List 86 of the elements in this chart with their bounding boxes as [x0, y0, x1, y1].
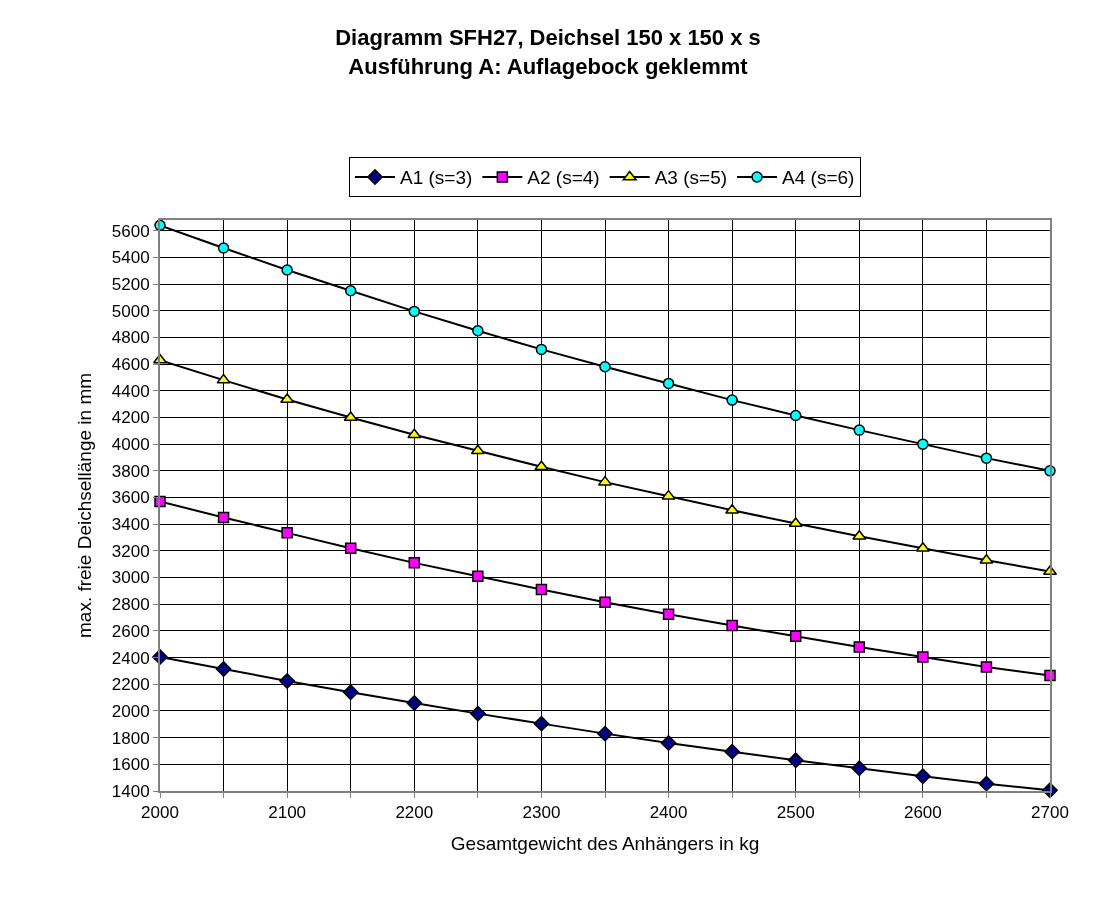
point: [917, 651, 929, 663]
point: [787, 752, 804, 769]
point: [406, 695, 423, 711]
y-tick-label: 2800: [111, 595, 150, 615]
y-tick-label: 5600: [111, 221, 150, 241]
point: [597, 725, 613, 742]
y-tick-label: 5400: [111, 248, 150, 268]
point: [281, 264, 293, 276]
point: [789, 630, 802, 642]
point: [726, 619, 738, 632]
x-tick-label: 2500: [776, 803, 815, 823]
y-tick-label: 3400: [111, 515, 150, 535]
point: [344, 284, 357, 297]
point: [660, 735, 677, 751]
point: [407, 428, 422, 439]
point: [851, 760, 868, 777]
point: [408, 557, 421, 569]
point: [344, 542, 357, 554]
point: [216, 373, 231, 384]
y-axis-title: max. freie Deichsellänge in mm: [74, 372, 96, 639]
y-tick-label: 4600: [111, 355, 150, 375]
y-tick-label: 2000: [111, 701, 150, 721]
point: [662, 608, 675, 620]
x-tick-label: 2600: [903, 803, 942, 823]
point: [470, 444, 485, 455]
x-axis-title: Gesamtgewicht des Anhängers in kg: [450, 832, 760, 854]
y-tick-label: 5200: [111, 274, 150, 294]
x-tick-label: 2200: [395, 803, 434, 823]
y-tick-label: 2600: [111, 621, 150, 641]
legend-label: A3 (s=5): [654, 167, 728, 189]
y-tick-label: 4800: [111, 328, 150, 348]
point: [978, 775, 995, 792]
point: [661, 489, 676, 500]
point: [469, 705, 486, 722]
point: [915, 541, 930, 552]
y-tick-label: 2200: [111, 675, 150, 695]
chart-title: Diagramm SFH27, Deichsel 150 x 150 x s Ausführung A: Auflagebock geklemmt: [335, 25, 761, 79]
y-tick-label: 1800: [111, 728, 150, 748]
y-tick-label: 3800: [111, 461, 150, 481]
legend-label: A4 (s=6): [782, 167, 855, 189]
point: [980, 452, 993, 464]
point: [217, 511, 230, 524]
point: [726, 394, 738, 406]
x-tick-label: 2300: [522, 803, 561, 823]
y-tick-label: 3200: [111, 541, 150, 561]
point: [917, 438, 929, 450]
point: [342, 684, 359, 701]
point: [535, 583, 548, 596]
x-tick-label: 2400: [649, 803, 688, 823]
point: [853, 641, 866, 653]
y-tick-label: 1400: [111, 781, 150, 801]
x-tick-label: 2100: [268, 803, 307, 823]
point: [788, 517, 803, 528]
point: [789, 409, 802, 422]
point: [980, 661, 993, 673]
point: [472, 324, 484, 337]
y-tick-label: 3600: [111, 488, 150, 508]
point: [853, 424, 866, 436]
x-tick-label: 2700: [1031, 803, 1069, 823]
point: [535, 343, 548, 356]
point: [724, 743, 741, 760]
point: [979, 553, 994, 564]
y-tick-label: 3000: [111, 568, 150, 588]
legend-label: A2 (s=4): [527, 167, 600, 189]
point: [279, 673, 296, 689]
y-tick-label: 4200: [111, 408, 150, 428]
point: [533, 715, 550, 732]
point: [599, 361, 611, 373]
point: [217, 242, 230, 254]
y-tick-label: 1600: [111, 755, 150, 775]
y-tick-label: 5000: [111, 301, 150, 321]
point: [281, 527, 293, 539]
point: [215, 661, 232, 677]
point: [725, 503, 740, 514]
y-tick-label: 4000: [111, 435, 150, 455]
point: [534, 460, 549, 471]
point: [408, 305, 421, 318]
point: [472, 570, 484, 582]
point: [662, 377, 675, 390]
y-tick-label: 4400: [111, 381, 150, 401]
point: [599, 596, 611, 608]
point: [852, 529, 867, 540]
x-tick-label: 2000: [141, 803, 179, 823]
legend-label: A1 (s=3): [400, 167, 473, 189]
point: [914, 768, 931, 785]
y-tick-label: 2400: [111, 648, 150, 668]
